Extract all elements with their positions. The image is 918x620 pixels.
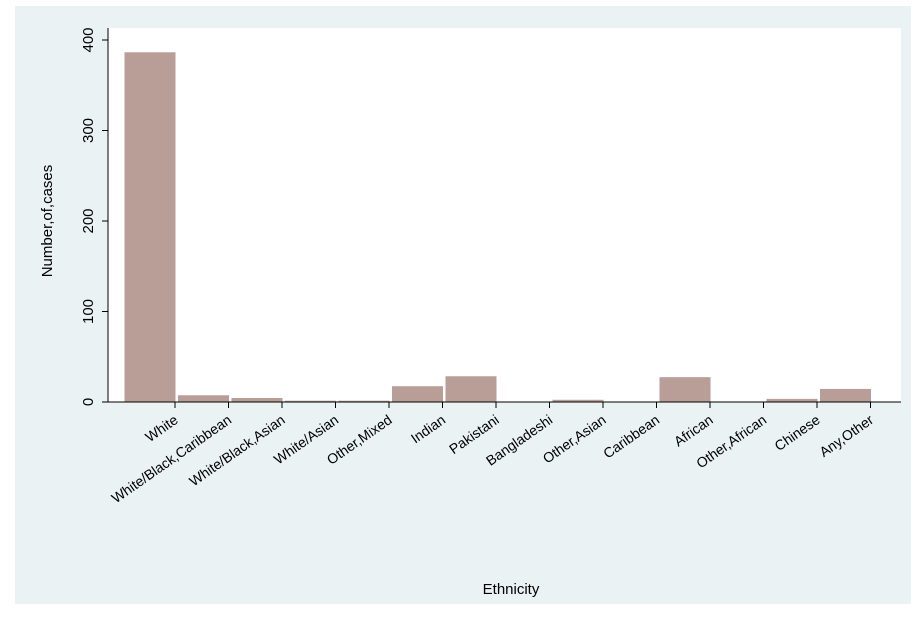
x-tick-label: Any,Other xyxy=(816,411,876,460)
bar xyxy=(444,375,498,403)
x-tick-label: White xyxy=(142,411,181,445)
bar xyxy=(177,394,230,403)
bars xyxy=(123,51,872,403)
x-tick-label: African xyxy=(671,411,716,449)
y-ticks: 0 100 200 300 400 xyxy=(80,27,108,406)
plot-area xyxy=(108,28,901,402)
y-tick-label: 300 xyxy=(80,118,97,143)
x-tick-labels: WhiteWhite/Black,CaribbeanWhite/Black,As… xyxy=(108,402,876,506)
bar xyxy=(123,51,177,403)
bar xyxy=(230,396,284,403)
y-tick-label: 0 xyxy=(80,398,97,406)
bar xyxy=(658,376,712,403)
x-tick-label: Indian xyxy=(408,411,448,446)
bar xyxy=(819,387,872,403)
x-axis-title: Ethnicity xyxy=(483,581,540,598)
x-tick-label: Chinese xyxy=(771,411,822,454)
y-tick-label: 100 xyxy=(80,299,97,324)
bar xyxy=(765,397,819,403)
bar xyxy=(391,385,444,403)
y-tick-label: 400 xyxy=(80,27,97,52)
y-tick-label: 200 xyxy=(80,208,97,233)
y-axis-title: Number,of,cases xyxy=(39,165,56,278)
gridlines xyxy=(108,39,901,313)
x-tick-label: White/Black,Asian xyxy=(186,411,288,489)
chart-container: 0 100 200 300 400 White White/Black,Caribbean… xyxy=(15,6,911,604)
x-tick-label: Caribbean xyxy=(600,411,662,461)
